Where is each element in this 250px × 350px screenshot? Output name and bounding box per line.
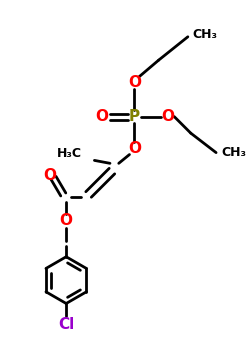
Text: H₃C: H₃C <box>57 147 82 160</box>
Text: CH₃: CH₃ <box>221 146 246 159</box>
Text: CH₃: CH₃ <box>193 28 218 41</box>
Text: Cl: Cl <box>58 317 74 332</box>
Text: O: O <box>60 213 73 228</box>
Text: O: O <box>128 75 141 90</box>
Text: O: O <box>128 141 141 156</box>
Text: O: O <box>43 168 56 182</box>
Text: O: O <box>161 109 174 124</box>
Text: O: O <box>96 109 109 124</box>
Text: P: P <box>129 109 140 124</box>
